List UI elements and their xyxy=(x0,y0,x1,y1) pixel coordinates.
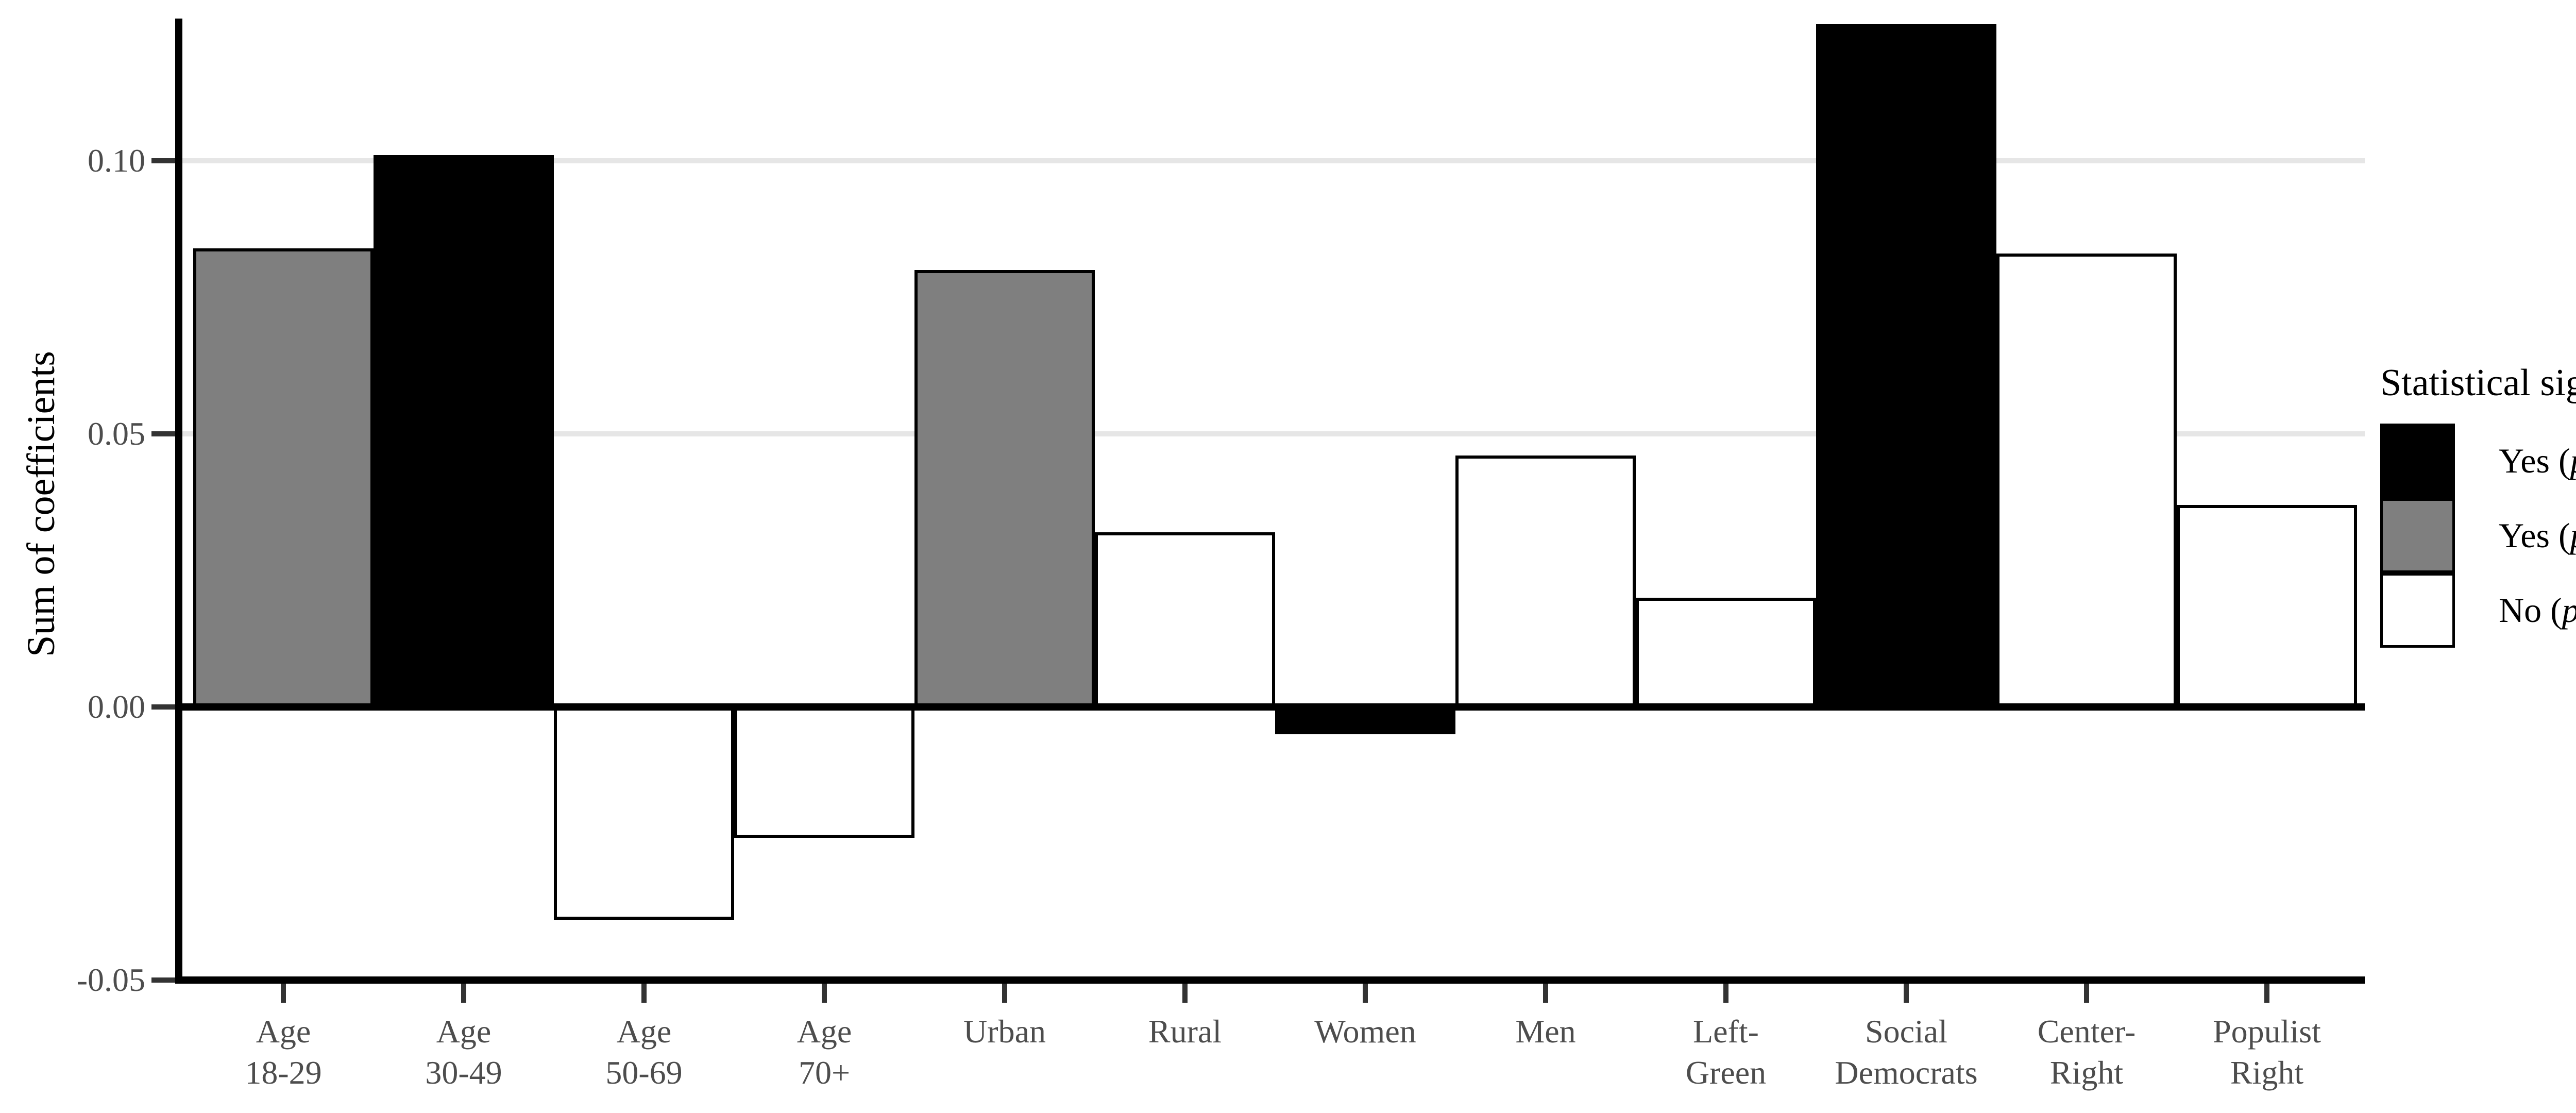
y-tick-label: 0.00 xyxy=(88,688,145,725)
x-tick-label: Social Democrats xyxy=(1835,1013,1978,1091)
bar-urban xyxy=(914,270,1095,707)
x-tick-1 xyxy=(281,980,286,1003)
y-tick-label: -0.05 xyxy=(76,962,145,998)
bar-left-green xyxy=(1636,598,1816,707)
bar-women xyxy=(1275,707,1455,734)
x-axis-line xyxy=(175,976,2365,984)
x-tick-label: Men xyxy=(1515,1013,1576,1050)
x-tick-label: Age 50-69 xyxy=(605,1013,683,1091)
bar-age-70- xyxy=(734,707,914,838)
y-tick-0.10 xyxy=(151,158,176,163)
y-tick-0.05 xyxy=(151,431,176,436)
italic-p: p xyxy=(2570,441,2576,480)
x-tick-5 xyxy=(1002,980,1007,1003)
x-tick-2 xyxy=(461,980,466,1003)
legend-key-gray-swatch xyxy=(2380,498,2455,573)
bar-age-30-49 xyxy=(374,155,554,707)
x-tick-9 xyxy=(1723,980,1728,1003)
x-tick-3 xyxy=(641,980,647,1003)
legend-item-sig-005: Yes (p < 0.05) xyxy=(2380,424,2576,498)
x-tick-label: Center- Right xyxy=(2037,1013,2136,1091)
plot-panel xyxy=(179,19,2365,983)
x-tick-8 xyxy=(1543,980,1548,1003)
legend-item-label: Yes (p < 0.05) xyxy=(2499,441,2576,481)
bar-center-right xyxy=(1996,254,2177,707)
x-tick-label: Rural xyxy=(1148,1013,1222,1050)
y-axis-line xyxy=(175,19,182,984)
legend: Statistical significance Yes (p < 0.05) … xyxy=(2380,361,2576,648)
x-tick-label: Left- Green xyxy=(1685,1013,1767,1091)
italic-p: p xyxy=(2570,516,2576,555)
bar-populist-right xyxy=(2177,504,2357,707)
x-tick-11 xyxy=(2084,980,2089,1003)
x-tick-4 xyxy=(822,980,827,1003)
x-tick-label: Urban xyxy=(963,1013,1046,1050)
x-tick-6 xyxy=(1182,980,1188,1003)
italic-p: p xyxy=(2562,591,2576,630)
y-tick-label: 0.10 xyxy=(88,142,145,179)
x-tick-label: Age 70+ xyxy=(796,1013,852,1091)
x-tick-label: Age 30-49 xyxy=(425,1013,502,1091)
x-tick-12 xyxy=(2264,980,2269,1003)
bar-social-democrats xyxy=(1816,24,1996,707)
bar-age-18-29 xyxy=(193,248,374,707)
bar-age-50-69 xyxy=(554,707,734,920)
bar-rural xyxy=(1095,532,1275,707)
legend-item-not-significant: No (p >= 0.10) xyxy=(2380,573,2576,648)
legend-item-label: Yes (p < 0.10) xyxy=(2499,515,2576,556)
bar-men xyxy=(1455,456,1636,707)
gridline-0.05 xyxy=(182,431,2365,436)
x-tick-label: Age 18-29 xyxy=(245,1013,322,1091)
y-tick-0.00 xyxy=(151,704,176,710)
y-tick-label: 0.05 xyxy=(88,415,145,452)
x-tick-7 xyxy=(1363,980,1368,1003)
x-tick-label: Women xyxy=(1314,1013,1416,1050)
legend-title: Statistical significance xyxy=(2380,362,2576,404)
legend-key-white-swatch xyxy=(2380,573,2455,648)
gridline-0.10 xyxy=(182,158,2365,163)
x-tick-10 xyxy=(1904,980,1909,1003)
legend-key-black-swatch xyxy=(2380,424,2455,498)
y-axis-title: Sum of coefficients xyxy=(20,351,63,657)
legend-item-sig-010: Yes (p < 0.10) xyxy=(2380,498,2576,573)
zero-baseline xyxy=(179,703,2365,711)
y-tick--0.05 xyxy=(151,977,176,983)
x-tick-label: Populist Right xyxy=(2213,1013,2321,1091)
legend-item-label: No (p >= 0.10) xyxy=(2499,590,2576,631)
